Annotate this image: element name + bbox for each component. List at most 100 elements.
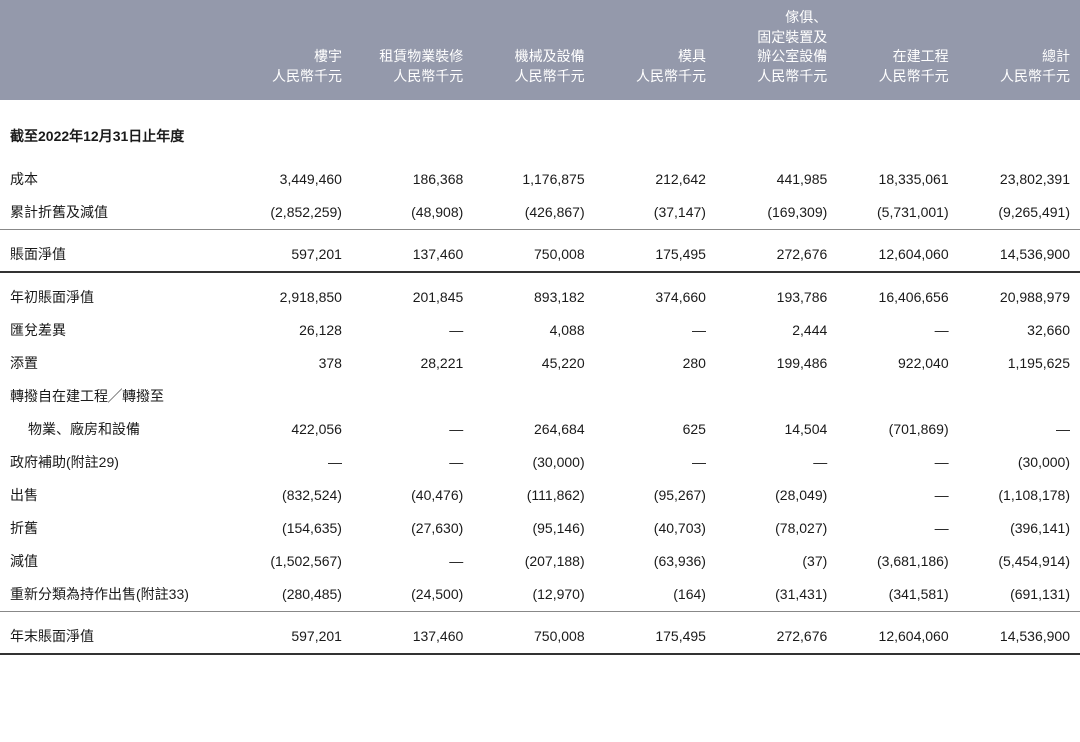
cell	[352, 380, 473, 413]
cell: (37)	[716, 545, 837, 578]
cell: —	[959, 413, 1080, 446]
cell	[837, 380, 958, 413]
label-add: 添置	[0, 347, 231, 380]
cell: 28,221	[352, 347, 473, 380]
cell: (164)	[595, 578, 716, 612]
cell: 597,201	[231, 238, 352, 272]
th-col-4: 模具人民幣千元	[595, 0, 716, 100]
cell: 280	[595, 347, 716, 380]
cell: 175,495	[595, 620, 716, 654]
cell: 193,786	[716, 281, 837, 314]
cell: 4,088	[473, 314, 594, 347]
cell: 264,684	[473, 413, 594, 446]
cell: —	[352, 413, 473, 446]
cell: 2,918,850	[231, 281, 352, 314]
table-header: 樓宇人民幣千元 租賃物業裝修人民幣千元 機械及設備人民幣千元 模具人民幣千元 傢…	[0, 0, 1080, 100]
label-accdep: 累計折舊及減值	[0, 196, 231, 230]
cell: (27,630)	[352, 512, 473, 545]
cell: 374,660	[595, 281, 716, 314]
cell: (28,049)	[716, 479, 837, 512]
cell: 2,444	[716, 314, 837, 347]
cell: (24,500)	[352, 578, 473, 612]
cell: (111,862)	[473, 479, 594, 512]
cell: (63,936)	[595, 545, 716, 578]
cell: 32,660	[959, 314, 1080, 347]
cell: 14,536,900	[959, 620, 1080, 654]
label-cost: 成本	[0, 163, 231, 196]
cell: —	[837, 479, 958, 512]
ppe-table-container: 樓宇人民幣千元 租賃物業裝修人民幣千元 機械及設備人民幣千元 模具人民幣千元 傢…	[0, 0, 1080, 655]
row-open: 年初賬面淨值 2,918,850 201,845 893,182 374,660…	[0, 281, 1080, 314]
section-title: 截至2022年12月31日止年度	[0, 100, 1080, 163]
label-dep: 折舊	[0, 512, 231, 545]
cell: 750,008	[473, 620, 594, 654]
row-dep: 折舊 (154,635) (27,630) (95,146) (40,703) …	[0, 512, 1080, 545]
cell: —	[352, 314, 473, 347]
row-accdep: 累計折舊及減值 (2,852,259) (48,908) (426,867) (…	[0, 196, 1080, 230]
cell: 272,676	[716, 620, 837, 654]
row-reclass: 重新分類為持作出售(附註33) (280,485) (24,500) (12,9…	[0, 578, 1080, 612]
cell: (5,731,001)	[837, 196, 958, 230]
cell: 23,802,391	[959, 163, 1080, 196]
cell: 3,449,460	[231, 163, 352, 196]
label-gov: 政府補助(附註29)	[0, 446, 231, 479]
row-imp: 減值 (1,502,567) — (207,188) (63,936) (37)…	[0, 545, 1080, 578]
label-imp: 減值	[0, 545, 231, 578]
cell: (426,867)	[473, 196, 594, 230]
cell	[473, 380, 594, 413]
cell: —	[837, 314, 958, 347]
cell: 378	[231, 347, 352, 380]
cell: (207,188)	[473, 545, 594, 578]
th-col-5: 傢俱、 固定裝置及 辦公室設備人民幣千元	[716, 0, 837, 100]
row-disp: 出售 (832,524) (40,476) (111,862) (95,267)…	[0, 479, 1080, 512]
th-col-3: 機械及設備人民幣千元	[473, 0, 594, 100]
cell: (691,131)	[959, 578, 1080, 612]
cell: 272,676	[716, 238, 837, 272]
cell: (78,027)	[716, 512, 837, 545]
cell: 20,988,979	[959, 281, 1080, 314]
label-fx: 匯兌差異	[0, 314, 231, 347]
cell: (2,852,259)	[231, 196, 352, 230]
row-cost: 成本 3,449,460 186,368 1,176,875 212,642 4…	[0, 163, 1080, 196]
label-open: 年初賬面淨值	[0, 281, 231, 314]
th-col-7: 總計人民幣千元	[959, 0, 1080, 100]
cell: 750,008	[473, 238, 594, 272]
row-fx: 匯兌差異 26,128 — 4,088 — 2,444 — 32,660	[0, 314, 1080, 347]
cell	[959, 380, 1080, 413]
cell: (31,431)	[716, 578, 837, 612]
label-trf1: 轉撥自在建工程╱轉撥至	[0, 380, 231, 413]
cell	[231, 380, 352, 413]
cell: (341,581)	[837, 578, 958, 612]
cell: 1,176,875	[473, 163, 594, 196]
section-title-row: 截至2022年12月31日止年度	[0, 100, 1080, 163]
cell: (12,970)	[473, 578, 594, 612]
row-add: 添置 378 28,221 45,220 280 199,486 922,040…	[0, 347, 1080, 380]
cell: (48,908)	[352, 196, 473, 230]
row-transfer-head: 轉撥自在建工程╱轉撥至	[0, 380, 1080, 413]
cell: —	[837, 512, 958, 545]
th-blank	[0, 0, 231, 100]
cell: (9,265,491)	[959, 196, 1080, 230]
cell: 922,040	[837, 347, 958, 380]
cell: 201,845	[352, 281, 473, 314]
cell: 14,536,900	[959, 238, 1080, 272]
cell: (30,000)	[959, 446, 1080, 479]
cell: —	[231, 446, 352, 479]
row-close: 年末賬面淨值 597,201 137,460 750,008 175,495 2…	[0, 620, 1080, 654]
cell: 175,495	[595, 238, 716, 272]
cell: (95,146)	[473, 512, 594, 545]
cell: 441,985	[716, 163, 837, 196]
cell: —	[837, 446, 958, 479]
cell: 199,486	[716, 347, 837, 380]
row-gov: 政府補助(附註29) — — (30,000) — — — (30,000)	[0, 446, 1080, 479]
cell: —	[352, 446, 473, 479]
label-trf2: 物業、廠房和設備	[0, 413, 231, 446]
cell: 137,460	[352, 238, 473, 272]
cell: (5,454,914)	[959, 545, 1080, 578]
cell: —	[352, 545, 473, 578]
cell: (280,485)	[231, 578, 352, 612]
cell: 137,460	[352, 620, 473, 654]
cell: (701,869)	[837, 413, 958, 446]
cell: —	[716, 446, 837, 479]
cell: (1,502,567)	[231, 545, 352, 578]
